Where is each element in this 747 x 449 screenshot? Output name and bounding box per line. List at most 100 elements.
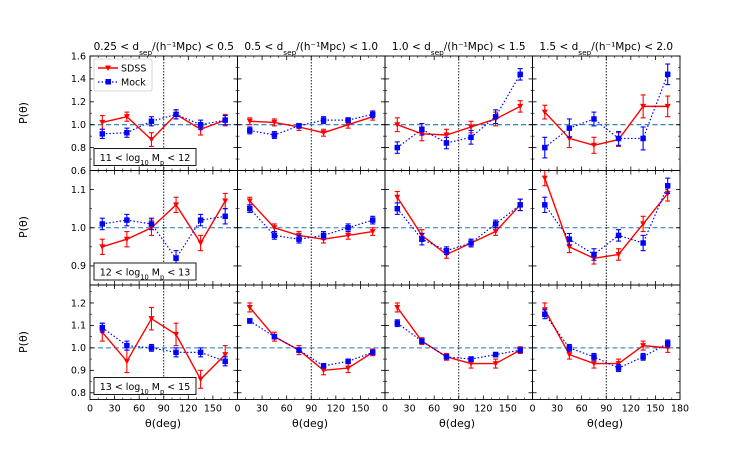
column-title-4: 1.5 < dsep/(h⁻¹Mpc) < 2.0 [539, 41, 673, 57]
panel-content [385, 285, 533, 400]
sdss-series-line [544, 177, 669, 260]
mock-point [566, 236, 573, 242]
mock-series-line [396, 322, 521, 360]
sdss-series-line [544, 105, 668, 147]
panel-content [385, 56, 533, 171]
sdss-series-line [101, 317, 226, 381]
x-tick-label: 60 [133, 404, 145, 415]
panel-content [385, 170, 533, 285]
mock-point [369, 111, 376, 118]
sdss-point [197, 376, 204, 383]
mock-point [640, 240, 646, 246]
sdss-point [615, 361, 622, 367]
x-tick-label: 150 [499, 404, 517, 415]
mock-point [296, 347, 302, 353]
mock-point [320, 363, 327, 369]
panel-r3-c4 [532, 284, 681, 400]
x-tick-label: 120 [179, 404, 197, 415]
x-tick-label: 30 [404, 404, 416, 415]
y-tick-label: 1.0 [71, 343, 86, 354]
panels: 11 < log10 Mp < 12 0.6 0.8 1.0 1.2 1.4 1.6 0.25… [71, 41, 689, 415]
row-label-2: 12 < log10 Mp < 13 [100, 267, 191, 281]
mock-series-line [102, 113, 226, 135]
mock-series-line [249, 320, 373, 367]
sdss-point [394, 194, 401, 201]
sdss-point [640, 103, 647, 110]
x-tick-label: 60 [281, 404, 293, 415]
mock-point [124, 342, 130, 349]
mock-point [566, 125, 573, 131]
mock-point [222, 117, 228, 123]
mock-point [517, 71, 523, 78]
mock-point [443, 140, 450, 146]
sdss-point [541, 109, 548, 116]
mock-point [345, 358, 351, 365]
x-tick-label: 90 [600, 404, 612, 415]
x-tick-label: 120 [327, 404, 345, 415]
sdss-series-line [396, 307, 521, 365]
mock-point [542, 202, 548, 208]
y-tick-label: 1.4 [71, 74, 86, 85]
mock-point [345, 117, 351, 123]
mock-point [148, 118, 155, 124]
mock-point [419, 126, 425, 133]
sdss-point [246, 118, 253, 125]
row-label-1: 11 < log10 Mp < 12 [100, 153, 191, 167]
panel-content [90, 285, 238, 400]
mock-point [394, 320, 401, 326]
panel-content [237, 56, 385, 171]
x-axis-label-col-3: θ(deg) [439, 417, 475, 430]
panel-content [237, 285, 385, 400]
mock-point [369, 349, 376, 356]
mock-point [419, 236, 425, 242]
sdss-point [123, 236, 130, 243]
y-tick-label: 0.8 [71, 388, 86, 399]
sdss-point [394, 122, 401, 128]
x-tick-label: 60 [428, 404, 440, 415]
x-tick-label: 150 [204, 404, 222, 415]
x-tick-label: 0 [234, 404, 240, 415]
y-tick-label: 1.6 [71, 51, 86, 62]
row-label-3: 13 < log10 Mp < 15 [100, 382, 191, 396]
mock-point [173, 349, 179, 356]
x-tick-label: 0 [529, 404, 535, 415]
mock-point [591, 251, 597, 258]
column-title-3: 1.0 < dsep/(h⁻¹Mpc) < 1.5 [392, 41, 526, 57]
mock-point [443, 247, 450, 254]
mock-point [664, 71, 671, 78]
sdss-point [173, 331, 180, 338]
mock-point [296, 236, 302, 242]
sdss-point [541, 175, 548, 182]
mock-point [492, 351, 499, 358]
sdss-point [443, 132, 450, 139]
mock-point [99, 221, 106, 227]
mock-point [517, 347, 523, 353]
y-axis-label-row-2: P(θ) [17, 216, 30, 238]
x-axis-label-col-4: θ(deg) [587, 417, 623, 430]
mock-point [247, 205, 253, 212]
panel-content [532, 285, 680, 400]
sdss-point [664, 103, 671, 110]
mock-series-line [249, 113, 373, 136]
panel-content [532, 56, 680, 171]
mock-point [124, 129, 130, 136]
sdss-point [222, 352, 229, 358]
x-tick-label: 60 [576, 404, 588, 415]
sdss-series-line [102, 200, 226, 248]
mock-point [640, 135, 646, 142]
mock-point [247, 318, 253, 324]
x-tick-label: 120 [622, 404, 640, 415]
sdss-point [468, 361, 475, 367]
sdss-point [394, 304, 401, 311]
x-tick-label: 30 [551, 404, 563, 415]
sdss-point [271, 119, 278, 126]
mock-point [566, 345, 573, 351]
mock-point [247, 127, 253, 134]
sdss-series-line [249, 116, 373, 134]
mock-series-line [544, 185, 669, 256]
x-axis-label-col-2: θ(deg) [292, 417, 328, 430]
sdss-point [517, 103, 524, 110]
sdss-point [345, 232, 352, 239]
legend-sdss-marker [105, 65, 111, 71]
